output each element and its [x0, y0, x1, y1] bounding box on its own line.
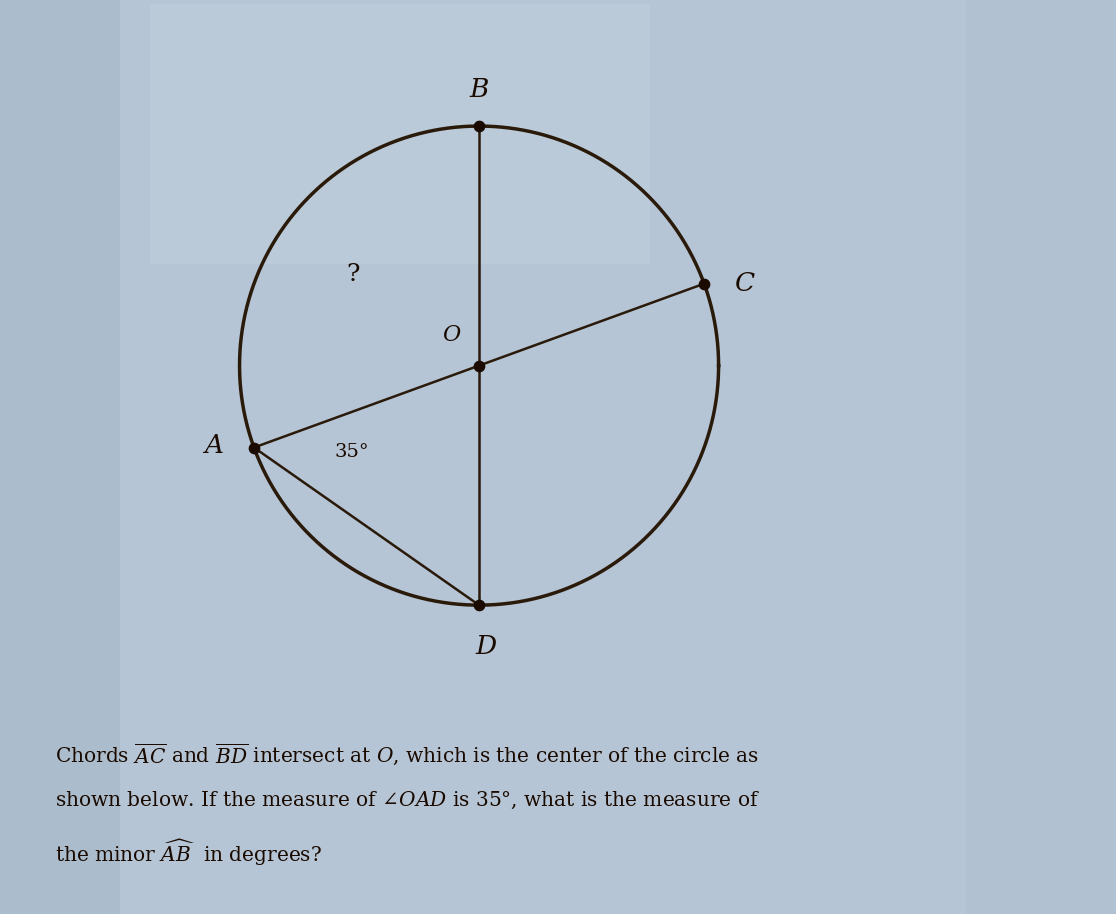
- Text: Chords $\overline{AC}$ and $\overline{BD}$ intersect at $O$, which is the center: Chords $\overline{AC}$ and $\overline{BD…: [55, 742, 759, 768]
- Text: 35°: 35°: [335, 443, 369, 462]
- Text: D: D: [475, 634, 497, 659]
- Point: [470, 598, 488, 612]
- Text: A: A: [204, 432, 223, 458]
- Point: [695, 276, 713, 291]
- Text: C: C: [735, 271, 756, 296]
- Point: [246, 441, 263, 455]
- Text: shown below. If the measure of $\angle OAD$ is 35°, what is the measure of: shown below. If the measure of $\angle O…: [55, 790, 760, 812]
- Text: B: B: [470, 77, 489, 102]
- Point: [470, 119, 488, 133]
- Bar: [150, 4, 650, 264]
- Bar: [966, 0, 1116, 914]
- Point: [470, 358, 488, 373]
- Bar: [0, 0, 121, 914]
- Text: O: O: [442, 324, 460, 346]
- Text: ?: ?: [346, 263, 359, 286]
- Text: the minor $\widehat{AB}$  in degrees?: the minor $\widehat{AB}$ in degrees?: [55, 838, 323, 868]
